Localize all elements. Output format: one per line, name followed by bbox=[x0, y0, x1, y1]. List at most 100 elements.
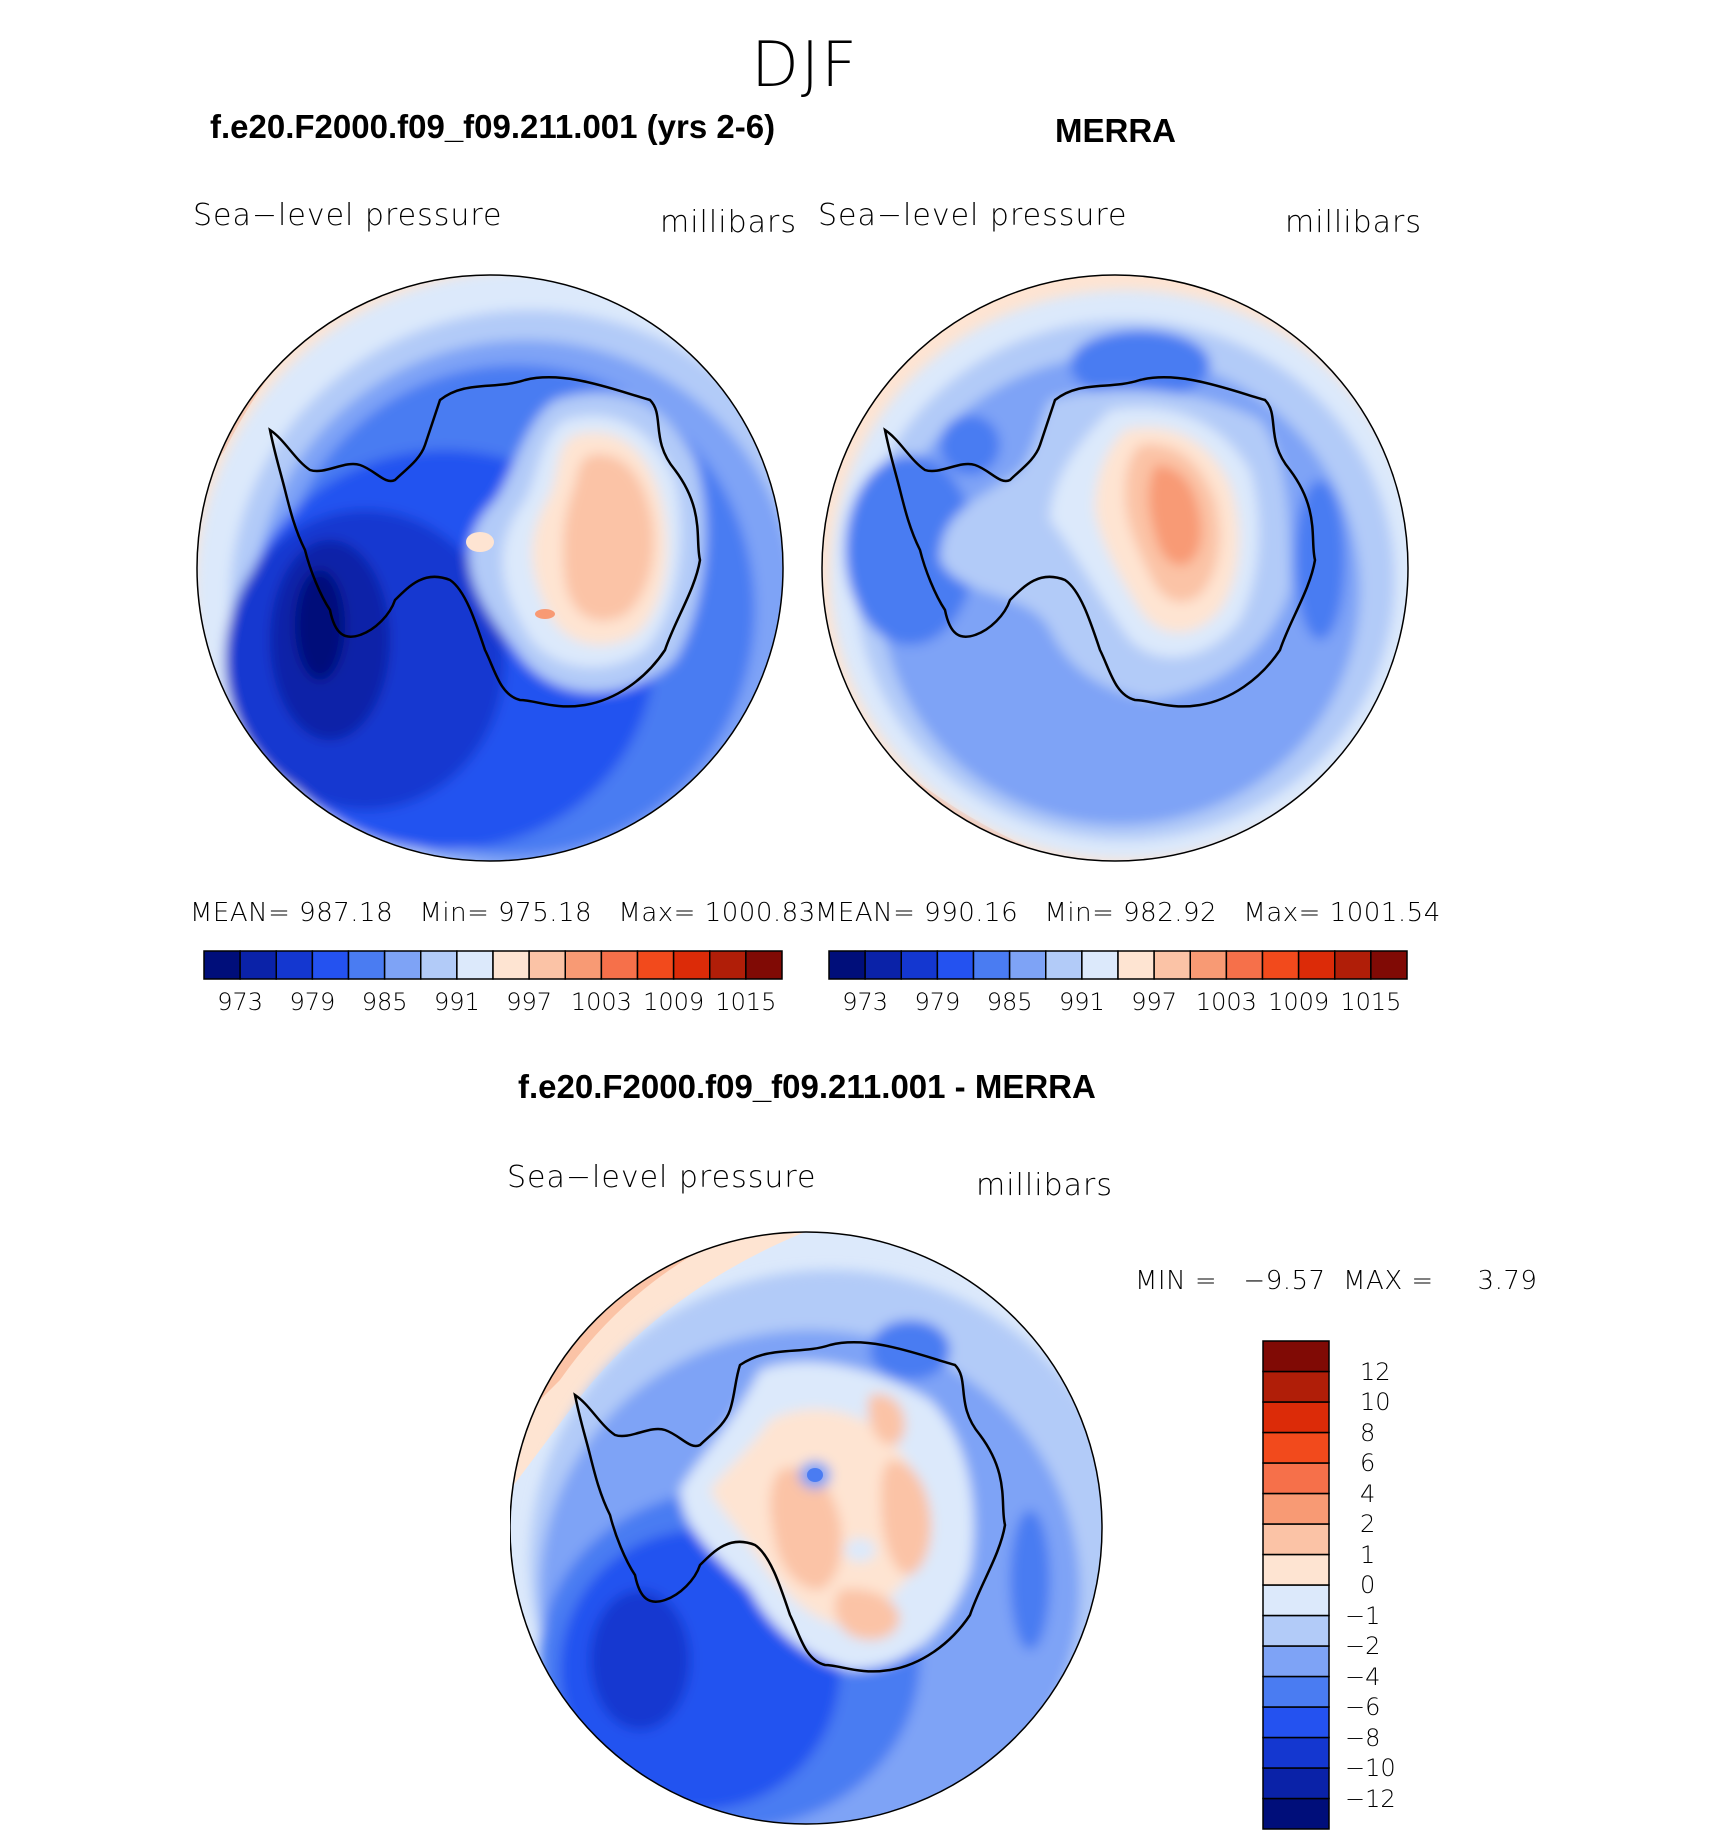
model-colorbar-swatch bbox=[672, 950, 711, 980]
model-min-label: Min= bbox=[419, 898, 490, 928]
model-colorbar-tick-label: 1003 bbox=[570, 988, 632, 1016]
diff-colorbar-swatch bbox=[1262, 1675, 1330, 1708]
obs-colorbar-tick-label: 997 bbox=[1131, 988, 1178, 1016]
model-colorbar-swatch bbox=[600, 950, 639, 980]
diff-stats: MIN = −9.57 MAX = 3.79 bbox=[1135, 1266, 1537, 1296]
diff-colorbar-tick-label: 0 bbox=[1360, 1571, 1376, 1599]
model-colorbar-tick-label: 991 bbox=[433, 988, 480, 1016]
obs-min-label: Min= bbox=[1044, 898, 1115, 928]
model-units-label: millibars bbox=[660, 205, 797, 240]
diff-colorbar-swatch bbox=[1262, 1706, 1330, 1739]
diff-max-value: 3.79 bbox=[1477, 1266, 1538, 1296]
diff-colorbar-tick-label: −2 bbox=[1345, 1632, 1381, 1660]
diff-min-value: −9.57 bbox=[1243, 1266, 1326, 1296]
obs-colorbar-swatch bbox=[1008, 950, 1047, 980]
diff-colorbar-tick-label: 10 bbox=[1360, 1388, 1391, 1416]
diff-colorbar-swatch bbox=[1262, 1370, 1330, 1403]
model-max-label: Max= bbox=[618, 898, 696, 928]
obs-max-value: 1001.54 bbox=[1329, 898, 1441, 928]
obs-panel-title: MERRA bbox=[1055, 112, 1176, 149]
model-colorbar-swatch bbox=[564, 950, 603, 980]
model-colorbar-swatch bbox=[456, 950, 494, 980]
obs-colorbar-swatch bbox=[1153, 950, 1191, 980]
model-colorbar-swatch bbox=[528, 950, 566, 980]
model-colorbar-swatch bbox=[347, 950, 386, 980]
diff-colorbar-tick-label: −12 bbox=[1345, 1784, 1396, 1813]
obs-colorbar-swatch bbox=[1225, 950, 1264, 980]
obs-max-label: Max= bbox=[1243, 898, 1321, 928]
model-mean-value: 987.18 bbox=[299, 898, 394, 928]
obs-colorbar-swatch bbox=[1045, 950, 1083, 980]
model-colorbar-swatch bbox=[275, 950, 314, 980]
obs-colorbar-tick-label: 979 bbox=[914, 988, 961, 1016]
obs-colorbar-tick-label: 1009 bbox=[1268, 988, 1330, 1016]
model-colorbar-tick-label: 997 bbox=[506, 988, 553, 1016]
obs-colorbar-swatch bbox=[828, 950, 866, 980]
obs-colorbar-swatch bbox=[972, 950, 1011, 980]
model-colorbar-swatch bbox=[492, 950, 530, 980]
obs-colorbar-tick-label: 1003 bbox=[1195, 988, 1257, 1016]
diff-variable-label: Sea−level pressure bbox=[507, 1160, 817, 1195]
model-map bbox=[196, 274, 784, 862]
obs-colorbar-tick-label: 1015 bbox=[1340, 988, 1402, 1016]
model-variable-label: Sea−level pressure bbox=[193, 198, 503, 233]
obs-stats: MEAN= 990.16 Min= 982.92 Max= 1001.54 bbox=[815, 898, 1441, 928]
diff-colorbar-tick-label: 1 bbox=[1360, 1540, 1376, 1569]
diff-colorbar-swatch bbox=[1262, 1736, 1330, 1769]
model-colorbar-tick-label: 979 bbox=[289, 988, 336, 1016]
obs-colorbar-swatch bbox=[1081, 950, 1119, 980]
model-colorbar-swatch bbox=[636, 950, 675, 980]
obs-colorbar-swatch bbox=[1370, 950, 1408, 980]
diff-colorbar-swatch bbox=[1262, 1767, 1330, 1800]
model-colorbar-swatch bbox=[239, 950, 277, 980]
diff-colorbar-tick-label: 8 bbox=[1360, 1418, 1376, 1447]
obs-map bbox=[821, 274, 1409, 862]
diff-colorbar-tick-label: −4 bbox=[1345, 1662, 1381, 1691]
diff-max-label: MAX = bbox=[1343, 1266, 1434, 1296]
diff-units-label: millibars bbox=[976, 1168, 1113, 1203]
obs-colorbar-swatch bbox=[1334, 950, 1372, 980]
model-max-value: 1000.83 bbox=[704, 898, 816, 928]
obs-colorbar-swatch bbox=[1189, 950, 1228, 980]
obs-colorbar-ticks: 973 979 985 991 997 1003 1009 1015 bbox=[828, 988, 1408, 1018]
model-stats: MEAN= 987.18 Min= 975.18 Max= 1000.83 bbox=[190, 898, 816, 928]
diff-colorbar-tick-label: −10 bbox=[1345, 1754, 1396, 1782]
diff-min-label: MIN = bbox=[1135, 1266, 1218, 1296]
diff-colorbar-tick-label: 2 bbox=[1360, 1510, 1376, 1538]
obs-mean-value: 990.16 bbox=[924, 898, 1019, 928]
diff-colorbar-ticks: 12 10 8 6 4 2 1 0 −1 −2 −4 −6 −8 −10 −12 bbox=[1345, 1340, 1465, 1830]
season-title: DJF bbox=[751, 28, 859, 101]
model-colorbar-swatch bbox=[383, 950, 422, 980]
model-min-value: 975.18 bbox=[498, 898, 593, 928]
diff-colorbar-swatch bbox=[1262, 1553, 1330, 1586]
model-panel-title: f.e20.F2000.f09_f09.211.001 (yrs 2-6) bbox=[210, 108, 776, 145]
model-colorbar bbox=[203, 950, 783, 980]
diff-colorbar-swatch bbox=[1262, 1523, 1330, 1556]
model-mean-label: MEAN= bbox=[190, 898, 291, 928]
diff-colorbar-swatch bbox=[1262, 1614, 1330, 1647]
model-colorbar-swatch bbox=[745, 950, 783, 980]
model-colorbar-tick-label: 985 bbox=[361, 988, 408, 1016]
model-colorbar-tick-label: 973 bbox=[217, 988, 264, 1016]
diff-colorbar-swatch bbox=[1262, 1797, 1330, 1830]
diff-colorbar-tick-label: −6 bbox=[1345, 1693, 1381, 1721]
diff-colorbar-tick-label: 12 bbox=[1360, 1357, 1391, 1386]
obs-colorbar-swatch bbox=[864, 950, 902, 980]
model-colorbar-swatch bbox=[203, 950, 241, 980]
obs-colorbar-swatch bbox=[900, 950, 939, 980]
diff-colorbar-swatch bbox=[1262, 1492, 1330, 1525]
diff-colorbar-swatch bbox=[1262, 1462, 1330, 1495]
model-colorbar-swatch bbox=[311, 950, 350, 980]
obs-colorbar-swatch bbox=[1261, 950, 1300, 980]
obs-colorbar bbox=[828, 950, 1408, 980]
diff-colorbar bbox=[1262, 1340, 1330, 1830]
diff-colorbar-swatch bbox=[1262, 1401, 1330, 1434]
obs-units-label: millibars bbox=[1285, 205, 1422, 240]
obs-mean-label: MEAN= bbox=[815, 898, 916, 928]
diff-colorbar-swatch bbox=[1262, 1584, 1330, 1617]
model-colorbar-ticks: 973 979 985 991 997 1003 1009 1015 bbox=[203, 988, 783, 1018]
diff-colorbar-tick-label: 6 bbox=[1360, 1449, 1376, 1477]
diff-map bbox=[510, 1231, 1103, 1825]
model-colorbar-tick-label: 1015 bbox=[715, 988, 777, 1016]
obs-colorbar-swatch bbox=[1117, 950, 1155, 980]
